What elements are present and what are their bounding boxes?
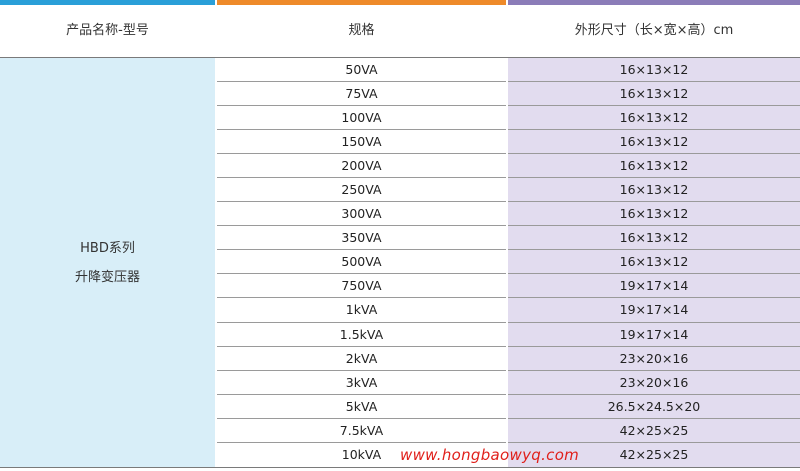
spec-cell: 300VA xyxy=(217,202,506,227)
dimensions-cell: 16×13×12 xyxy=(508,250,800,275)
header-dimensions: 外形尺寸（长×宽×高）cm xyxy=(574,23,734,38)
spec-cell: 750VA xyxy=(217,274,506,299)
dimensions-cell: 16×13×12 xyxy=(508,202,800,227)
spec-cell: 50VA xyxy=(217,58,506,83)
dimensions-cell: 19×17×14 xyxy=(508,323,800,347)
dimensions-cell: 16×13×12 xyxy=(508,58,800,83)
dimensions-cell: 42×25×25 xyxy=(508,419,800,443)
spec-cell: 150VA xyxy=(217,130,506,155)
product-name-cell: HBD系列 升降变压器 xyxy=(0,58,215,467)
dimensions-cell: 23×20×16 xyxy=(508,347,800,371)
spec-cell: 5kVA xyxy=(217,394,506,419)
spec-column: 50VA 75VA 100VA 150VA 200VA 250VA 300VA 350VA 50… xyxy=(217,58,506,467)
header-spec: 规格 xyxy=(348,23,375,38)
website-watermark: www.hongbaowyq.com xyxy=(400,446,580,464)
table-bottom-divider xyxy=(0,467,800,468)
dimensions-cell: 26.5×24.5×20 xyxy=(508,395,800,419)
dimensions-cell: 19×17×14 xyxy=(508,274,800,299)
spec-cell: 100VA xyxy=(217,106,506,131)
spec-cell: 250VA xyxy=(217,178,506,203)
dimensions-column: 16×13×12 16×13×12 16×13×12 16×13×12 16×13×12… xyxy=(508,58,800,467)
dimensions-cell: 19×17×14 xyxy=(508,298,800,323)
product-type: 升降变压器 xyxy=(74,269,140,285)
header-accent-bar-col1 xyxy=(0,0,215,5)
spec-cell: 350VA xyxy=(217,226,506,251)
header-product-name: 产品名称-型号 xyxy=(66,23,149,38)
dimensions-cell: 16×13×12 xyxy=(508,130,800,155)
spec-cell: 10kVA xyxy=(217,442,506,467)
spec-cell: 75VA xyxy=(217,82,506,107)
header-accent-bar-col3 xyxy=(508,0,800,5)
table-header: 产品名称-型号 规格 外形尺寸（长×宽×高）cm xyxy=(0,5,800,57)
spec-cell: 3kVA xyxy=(217,370,506,395)
spec-cell: 200VA xyxy=(217,154,506,179)
spec-cell: 2kVA xyxy=(217,346,506,371)
dimensions-cell: 23×20×16 xyxy=(508,371,800,395)
table-body: HBD系列 升降变压器 50VA 75VA 100VA 150VA 200VA 250VA… xyxy=(0,58,800,468)
dimensions-cell: 16×13×12 xyxy=(508,226,800,251)
dimensions-cell: 16×13×12 xyxy=(508,82,800,107)
spec-cell: 1.5kVA xyxy=(217,322,506,347)
spec-cell: 500VA xyxy=(217,250,506,275)
dimensions-cell: 16×13×12 xyxy=(508,106,800,131)
dimensions-cell: 16×13×12 xyxy=(508,154,800,179)
product-series: HBD系列 xyxy=(80,240,135,256)
dimensions-cell: 42×25×25 xyxy=(619,447,689,463)
spec-cell: 7.5kVA xyxy=(217,418,506,443)
header-divider xyxy=(0,57,800,58)
header-accent-bar-col2 xyxy=(217,0,506,5)
spec-cell: 1kVA xyxy=(217,298,506,323)
dimensions-cell: 16×13×12 xyxy=(508,178,800,203)
